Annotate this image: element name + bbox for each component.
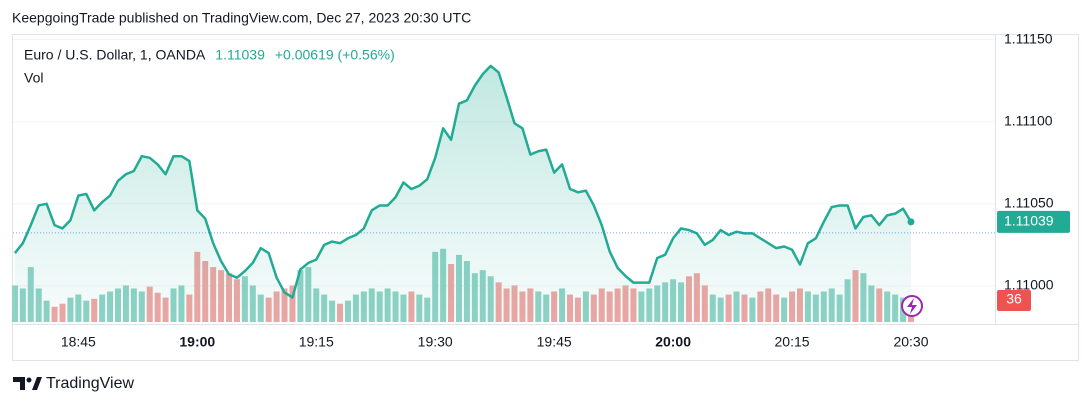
brand-name: TradingView <box>46 375 134 392</box>
price-area <box>14 65 912 322</box>
last-point <box>907 218 915 226</box>
x-tick-label: 19:15 <box>299 334 334 350</box>
snapshot-icon <box>901 295 923 317</box>
x-tick-label: 18:45 <box>61 334 96 350</box>
volume-tag <box>997 290 1031 312</box>
x-tick-label: 20:00 <box>655 334 691 350</box>
price-line <box>13 64 913 299</box>
x-tick-label: 19:00 <box>179 334 215 350</box>
price-tag <box>997 210 1070 233</box>
y-tick-label: 1.11150 <box>1004 30 1053 46</box>
y-tick-label: 1.11050 <box>1004 195 1054 211</box>
chart-frame <box>12 34 1079 361</box>
y-tick-label: 1.11100 <box>1004 112 1053 128</box>
legend: Euro / U.S. Dollar, 1, OANDA 1.11039 +0.… <box>24 47 395 86</box>
x-tick-label: 20:15 <box>775 334 810 350</box>
price-tag-label: 1.11039 <box>1004 213 1054 229</box>
publish-header: KeepgoingTrade published on TradingView.… <box>12 10 471 26</box>
last-price: 1.11039 <box>215 47 265 63</box>
axes: 1.11000 1.11050 1.11100 1.11150 18:45 19:00 19… <box>61 30 1070 350</box>
x-tick-label: 20:30 <box>893 334 928 350</box>
volume-tag-label: 36 <box>1006 291 1022 307</box>
brand-logo: TradingView <box>13 375 134 392</box>
volume-legend: Vol <box>24 70 43 86</box>
x-tick-label: 19:45 <box>537 334 572 350</box>
symbol-name: Euro / U.S. Dollar, 1, OANDA <box>24 47 206 63</box>
price-plot <box>13 64 995 322</box>
y-tick-label: 1.11000 <box>1004 277 1054 293</box>
price-change: +0.00619 (+0.56%) <box>275 47 395 63</box>
x-tick-label: 19:30 <box>418 334 453 350</box>
